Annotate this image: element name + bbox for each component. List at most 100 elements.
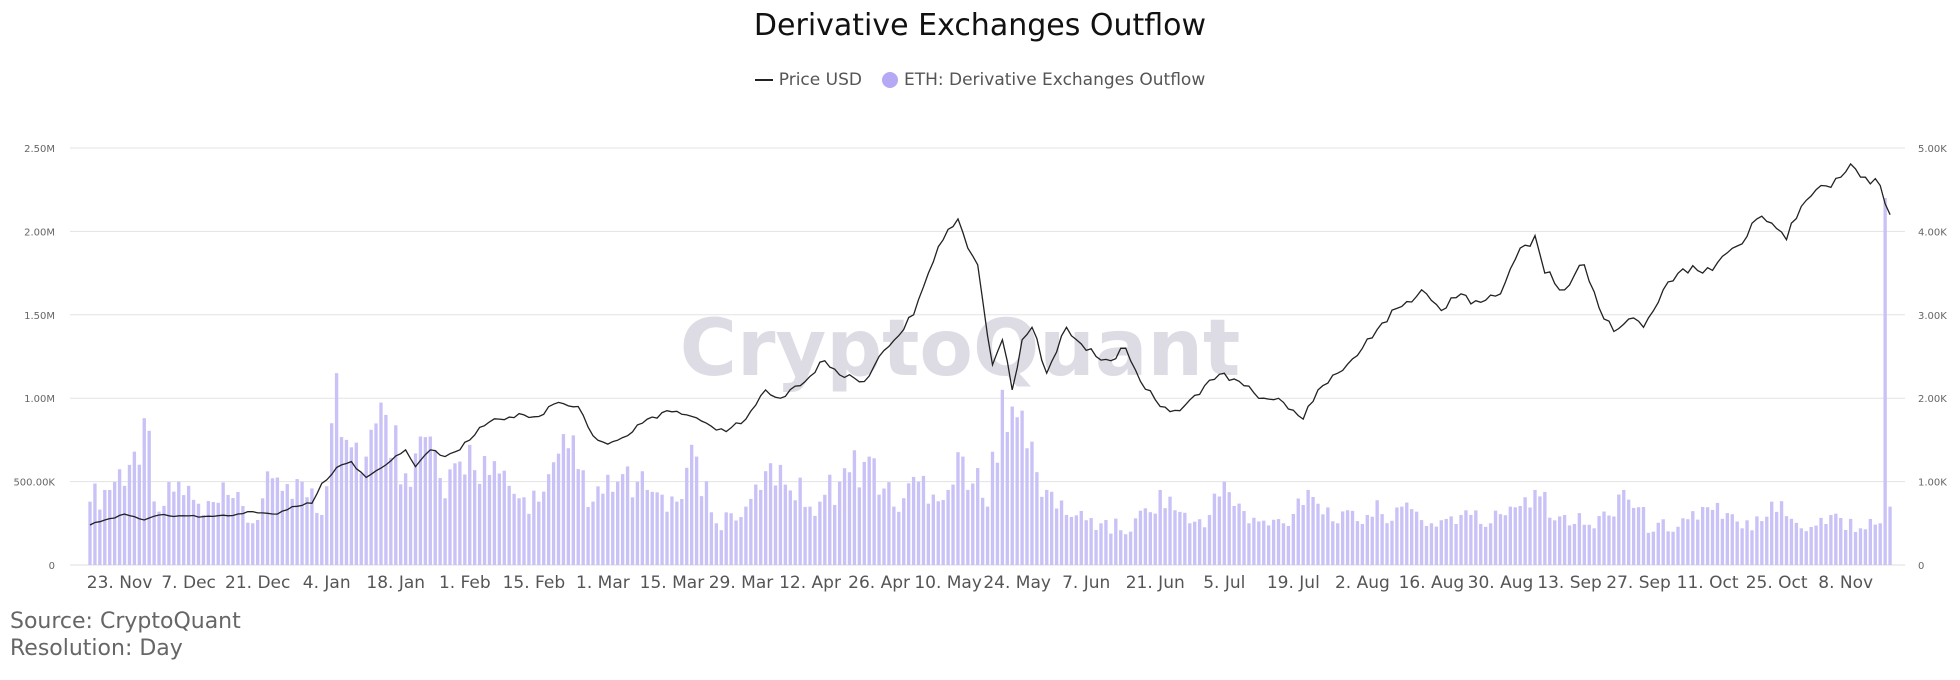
outflow-bar [1814,525,1818,565]
outflow-bar [729,513,733,565]
outflow-bar [616,481,620,565]
outflow-bar [1360,523,1365,565]
outflow-bar [921,475,926,565]
x-tick-label: 29. Mar [709,573,774,593]
x-tick-label: 24. May [983,573,1051,593]
outflow-bar [1449,516,1453,565]
outflow-bar [1227,492,1231,565]
outflow-bar [1257,521,1261,565]
outflow-bar [522,497,526,565]
outflow-bar [1197,519,1202,565]
outflow-bar [699,496,704,565]
outflow-bar [112,481,117,565]
y-tick-label-left: 1.50M [24,311,55,322]
y-tick-label-left: 1.00M [24,394,55,405]
outflow-bar [1301,504,1305,565]
outflow-bar [1543,491,1547,565]
outflow-bar [906,483,911,565]
outflow-bar [408,486,413,565]
y-tick-label-left: 0 [49,561,55,572]
outflow-bar [1326,507,1330,565]
outflow-bar [1498,514,1503,565]
outflow-bar [1119,530,1123,565]
y-tick-label-right: 4.00K [1918,227,1947,238]
outflow-bar [1148,512,1152,565]
outflow-bar [1395,507,1399,565]
legend-label-price: Price USD [778,70,862,90]
outflow-bar [1592,528,1596,565]
legend-item-price[interactable]: Price USD [754,70,862,90]
outflow-bar [137,464,141,565]
outflow-bar [1271,519,1276,565]
outflow-bar [1242,511,1246,565]
outflow-bar [852,450,857,565]
x-tick-label: 2. Aug [1335,573,1390,593]
outflow-bar [1345,510,1350,565]
outflow-bar [103,489,107,565]
outflow-bar [1858,528,1863,565]
legend-item-outflow[interactable]: ETH: Derivative Exchanges Outflow [881,70,1206,90]
outflow-bar [744,506,748,565]
y-tick-label-left: 500.00K [13,478,55,489]
outflow-bar [1607,515,1611,565]
x-tick-label: 21. Jun [1126,573,1185,593]
outflow-bar [1686,519,1690,565]
outflow-bar [1247,523,1251,565]
outflow-bar [1483,526,1488,565]
outflow-bar [1809,527,1813,565]
outflow-bar [1296,498,1300,565]
outflow-bar [1400,506,1404,565]
x-tick-label: 7. Dec [161,573,216,593]
outflow-bar [1163,508,1167,565]
outflow-bar [1380,514,1384,565]
legend-label-outflow: ETH: Derivative Exchanges Outflow [903,70,1206,90]
outflow-bar [423,437,428,565]
outflow-bar [1109,533,1113,565]
outflow-bar [1410,509,1414,565]
outflow-bar [315,512,319,565]
outflow-bar [1513,507,1517,565]
line-swatch-icon [754,79,773,81]
outflow-bar [818,501,822,565]
outflow-bar [571,435,575,565]
outflow-bar [1577,513,1582,565]
outflow-bar [1193,521,1197,565]
outflow-bar [1202,527,1207,565]
y-tick-label-right: 3.00K [1918,311,1947,322]
outflow-bar [374,423,378,565]
outflow-bar [1533,489,1537,565]
outflow-bar [221,482,225,565]
outflow-bar [1025,448,1029,565]
outflow-bar [1691,511,1695,565]
outflow-bar [936,501,940,565]
outflow-bar [1779,501,1784,565]
outflow-bar [1824,524,1828,565]
outflow-bar [275,477,280,565]
outflow-bar [537,501,541,565]
outflow-bar [88,501,92,565]
outflow-bar [837,481,842,565]
outflow-bar [1488,523,1493,565]
outflow-bar [1355,521,1360,565]
outflow-bar [458,461,462,565]
outflow-bar [1873,524,1877,565]
outflow-bar [990,451,995,565]
outflow-bar [586,506,590,565]
outflow-bar [1469,514,1473,565]
outflow-bar [724,512,728,565]
outflow-bar [1770,501,1774,565]
outflow-bar [1799,528,1803,565]
outflow-bar [1597,515,1601,565]
outflow-bar [1839,517,1843,565]
x-tick-label: 19. Jul [1267,573,1320,593]
outflow-bar [833,504,837,565]
outflow-bar [1306,489,1310,565]
outflow-bar [206,501,211,565]
outflow-bar [325,486,329,565]
outflow-bar [1538,496,1542,565]
outflow-bar [813,515,817,565]
outflow-bar [1030,441,1034,565]
outflow-bar [1794,522,1799,565]
outflow-bar [768,463,773,565]
outflow-bar [551,462,556,565]
